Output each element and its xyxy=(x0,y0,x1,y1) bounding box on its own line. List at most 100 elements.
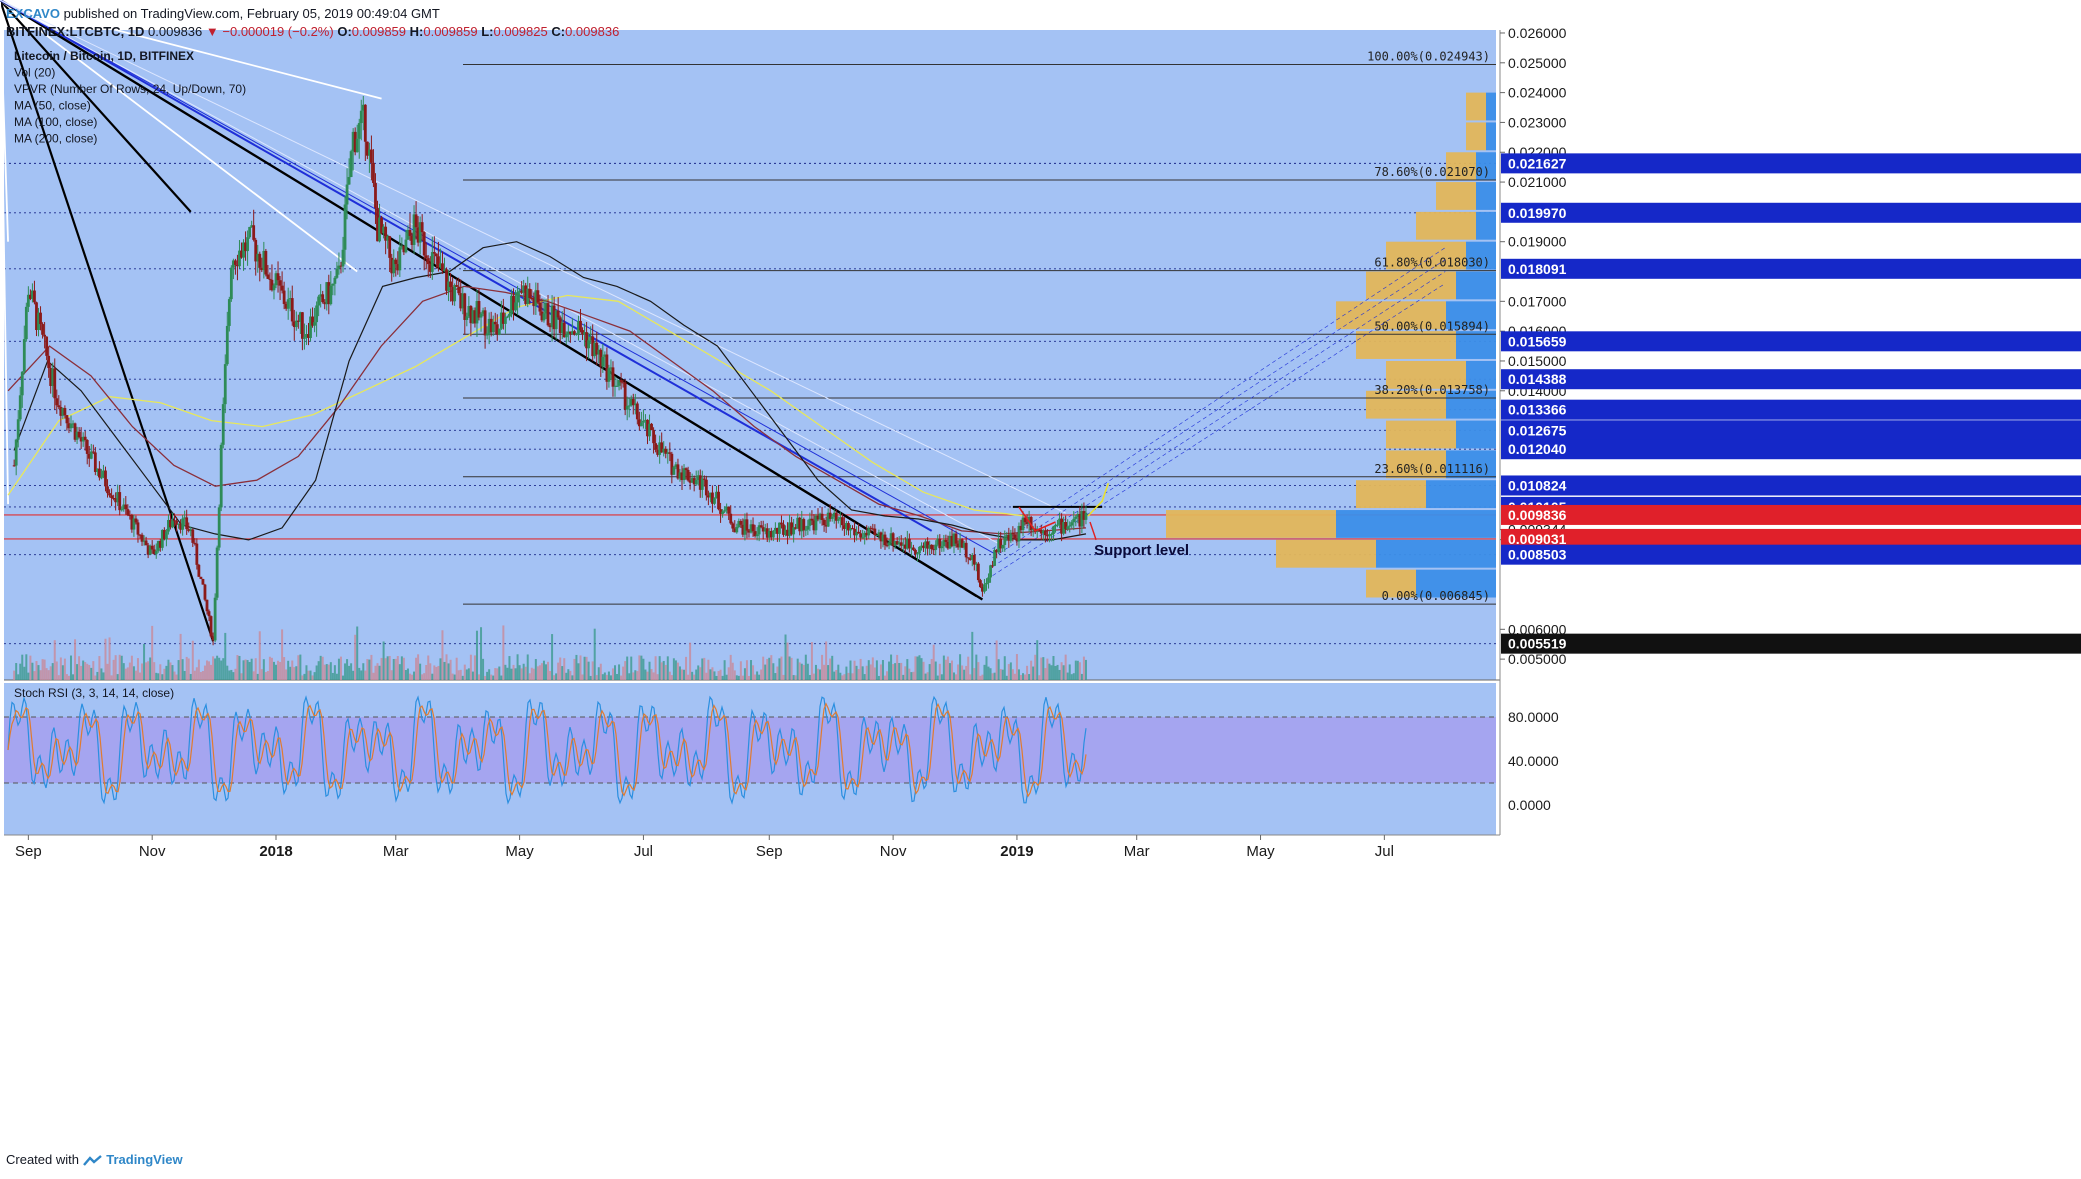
volume-bar xyxy=(571,675,574,680)
candle-body xyxy=(420,222,424,233)
candle-body xyxy=(867,527,871,536)
volume-bar xyxy=(518,665,521,680)
candle-body xyxy=(715,491,718,499)
candle-body xyxy=(130,515,134,530)
candle-body xyxy=(1007,534,1011,541)
candle-body xyxy=(357,123,361,139)
candle-body xyxy=(611,367,615,387)
volume-bar xyxy=(577,663,580,680)
volume-bar xyxy=(187,658,190,680)
candle-body xyxy=(398,247,402,271)
vp-down-bar xyxy=(1376,539,1496,568)
time-tick-label: Jul xyxy=(634,843,653,860)
volume-bar xyxy=(402,657,405,680)
candle-body xyxy=(349,151,353,178)
volume-bar xyxy=(752,665,755,680)
volume-bar xyxy=(754,674,757,680)
candle-body xyxy=(516,292,519,303)
candle-body xyxy=(453,285,457,302)
candle-body xyxy=(211,636,215,641)
candle-body xyxy=(499,312,503,329)
candle-body xyxy=(428,264,432,272)
volume-bar xyxy=(1011,669,1014,680)
candle-body xyxy=(479,313,483,318)
candle-body xyxy=(437,256,440,268)
volume-bar xyxy=(632,672,635,680)
candle-body xyxy=(449,281,452,288)
candle-body xyxy=(258,253,262,268)
high-label: H: xyxy=(409,24,424,39)
volume-bar xyxy=(642,658,645,680)
volume-bar xyxy=(790,657,793,680)
volume-bar xyxy=(179,633,182,680)
candle-body xyxy=(443,269,446,272)
volume-bar xyxy=(92,661,95,680)
candle-body xyxy=(126,509,130,516)
fan-line xyxy=(992,271,1446,567)
volume-bar xyxy=(1084,659,1087,680)
candle-body xyxy=(842,525,846,529)
candle-body xyxy=(814,515,818,531)
candle-body xyxy=(883,534,887,546)
volume-bar xyxy=(626,656,629,680)
candle-body xyxy=(122,504,126,510)
tradingview-brand[interactable]: TradingView xyxy=(106,1152,183,1167)
volume-bar xyxy=(654,656,657,680)
open-value: 0.009859 xyxy=(351,24,407,39)
candle-body xyxy=(778,522,781,534)
candle-body xyxy=(341,249,345,267)
candle-body xyxy=(400,245,404,248)
candle-body xyxy=(966,557,970,559)
volume-bar xyxy=(875,660,878,680)
volume-bar xyxy=(455,657,458,680)
candle-body xyxy=(579,320,582,331)
candle-body xyxy=(981,587,984,592)
volume-bar xyxy=(469,654,472,680)
candle-body xyxy=(286,299,290,309)
volume-bar xyxy=(61,665,64,680)
candle-body xyxy=(808,518,812,526)
volume-bar xyxy=(758,674,761,680)
candle-body xyxy=(901,544,905,546)
candle-body xyxy=(47,355,51,369)
candle-body xyxy=(820,513,824,520)
volume-bar xyxy=(301,675,304,680)
candle-body xyxy=(374,183,377,209)
candle-body xyxy=(629,398,633,406)
volume-bar xyxy=(364,670,367,680)
author-name[interactable]: EXCAVO xyxy=(6,6,60,21)
candle-body xyxy=(573,331,576,335)
candle-body xyxy=(215,547,219,598)
volume-bar xyxy=(668,671,671,680)
trendline-black-upper xyxy=(0,0,192,213)
volume-bar xyxy=(69,655,72,680)
candle-body xyxy=(682,468,686,481)
candle-body xyxy=(1031,528,1035,531)
volume-bar xyxy=(549,670,552,680)
candle-body xyxy=(201,578,205,585)
volume-bar xyxy=(697,665,700,680)
volume-bar xyxy=(579,655,582,680)
volume-bar xyxy=(731,662,734,680)
candle-body xyxy=(812,520,816,531)
candle-body xyxy=(684,468,688,470)
volume-bar xyxy=(427,655,430,680)
candle-body xyxy=(266,274,270,279)
candle-body xyxy=(920,545,923,547)
candle-body xyxy=(367,149,371,156)
yellow-path xyxy=(1087,482,1110,517)
volume-bar xyxy=(394,658,397,680)
volume-bar xyxy=(687,674,690,680)
candle-body xyxy=(818,513,822,520)
candle-body xyxy=(861,537,865,539)
candle-body xyxy=(378,217,381,242)
volume-bar xyxy=(354,634,357,680)
volume-bar xyxy=(593,628,596,680)
volume-bar xyxy=(53,640,56,680)
volume-bar xyxy=(833,671,836,680)
candle-body xyxy=(853,528,856,536)
red-arrow-down xyxy=(1089,521,1097,541)
volume-bar xyxy=(772,663,775,680)
candle-body xyxy=(77,431,81,438)
